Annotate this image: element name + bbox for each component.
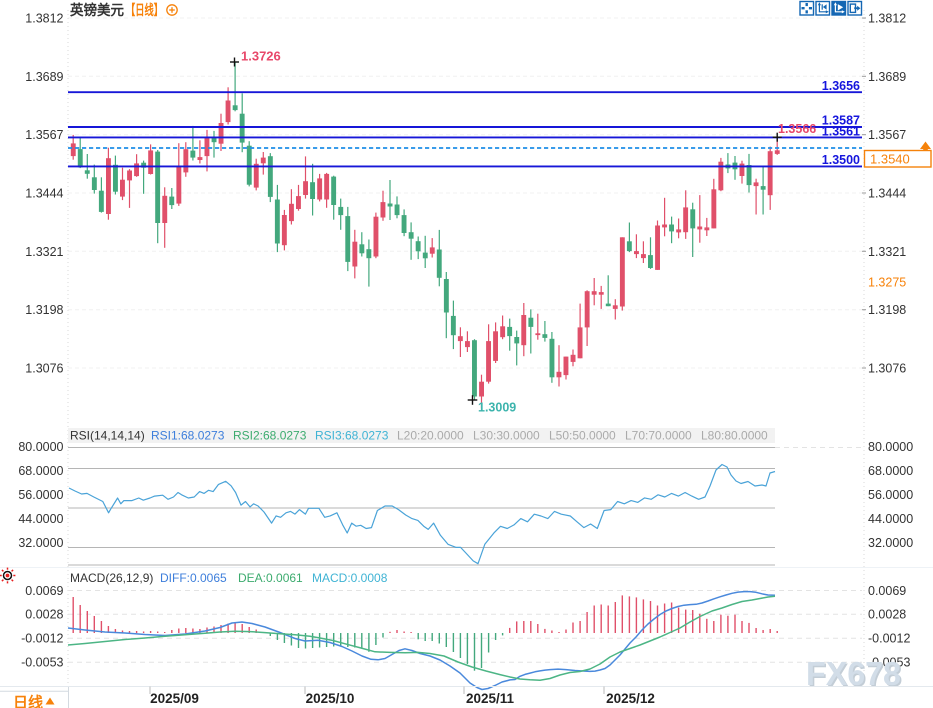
svg-text:2025/09: 2025/09 [150,691,199,706]
svg-text:RSI2:68.0273: RSI2:68.0273 [233,429,307,443]
svg-text:80.0000: 80.0000 [868,440,913,454]
svg-text:0.0028: 0.0028 [25,608,63,622]
svg-text:1.3561: 1.3561 [822,125,860,139]
svg-text:DEA:0.0061: DEA:0.0061 [238,571,303,585]
svg-text:RSI3:68.0273: RSI3:68.0273 [315,429,389,443]
svg-text:-0.0012: -0.0012 [868,632,910,646]
svg-text:44.0000: 44.0000 [868,512,913,526]
svg-text:1.3567: 1.3567 [868,128,906,142]
svg-text:1.3689: 1.3689 [868,70,906,84]
svg-text:1.3076: 1.3076 [25,362,63,376]
svg-text:1.3321: 1.3321 [868,245,906,259]
svg-text:0.0069: 0.0069 [25,584,63,598]
svg-text:1.3587: 1.3587 [822,114,860,128]
svg-text:1.3812: 1.3812 [868,12,906,26]
svg-text:32.0000: 32.0000 [18,536,63,550]
svg-text:L80:80.0000: L80:80.0000 [701,429,768,443]
svg-text:FX678: FX678 [808,657,903,694]
svg-text:L50:50.0000: L50:50.0000 [549,429,616,443]
svg-text:DIFF:0.0065: DIFF:0.0065 [160,571,227,585]
svg-text:1.3076: 1.3076 [868,362,906,376]
svg-text:1.3321: 1.3321 [25,245,63,259]
svg-text:0.0069: 0.0069 [868,584,906,598]
svg-text:2025/12: 2025/12 [606,691,655,706]
svg-text:-0.0012: -0.0012 [21,632,63,646]
svg-text:L70:70.0000: L70:70.0000 [625,429,692,443]
svg-text:日线: 日线 [13,694,43,708]
svg-text:1.3009: 1.3009 [478,401,516,415]
svg-text:FX678: FX678 [806,655,901,692]
svg-text:英镑美元: 英镑美元 [69,2,124,18]
svg-text:68.0000: 68.0000 [18,464,63,478]
svg-text:80.0000: 80.0000 [18,440,63,454]
svg-text:【日线】: 【日线】 [126,2,163,18]
svg-text:1.3540: 1.3540 [870,152,910,167]
svg-text:1.3275: 1.3275 [868,276,906,290]
svg-text:1.3726: 1.3726 [241,49,281,64]
svg-text:RSI(14,14,14): RSI(14,14,14) [70,429,145,443]
svg-text:56.0000: 56.0000 [18,488,63,502]
svg-text:MACD:0.0008: MACD:0.0008 [312,571,388,585]
svg-text:1.3500: 1.3500 [822,153,860,167]
svg-text:L30:30.0000: L30:30.0000 [473,429,540,443]
svg-text:-0.0053: -0.0053 [868,656,910,670]
svg-text:RSI1:68.0273: RSI1:68.0273 [151,429,225,443]
svg-text:68.0000: 68.0000 [868,464,913,478]
svg-text:1.3444: 1.3444 [25,187,63,201]
svg-text:32.0000: 32.0000 [868,536,913,550]
svg-text:1.3567: 1.3567 [25,128,63,142]
svg-text:L20:20.0000: L20:20.0000 [397,429,464,443]
svg-text:0.0028: 0.0028 [868,608,906,622]
svg-text:1.3656: 1.3656 [822,79,860,93]
svg-text:-0.0053: -0.0053 [21,656,63,670]
svg-text:2025/11: 2025/11 [466,691,515,706]
svg-text:1.3812: 1.3812 [25,12,63,26]
svg-text:1.3566: 1.3566 [778,122,816,136]
svg-text:1.3198: 1.3198 [25,303,63,317]
svg-text:MACD(26,12,9): MACD(26,12,9) [70,571,153,585]
svg-text:2025/10: 2025/10 [306,691,355,706]
svg-text:1.3198: 1.3198 [868,303,906,317]
svg-text:1.3444: 1.3444 [868,187,906,201]
svg-text:1.3689: 1.3689 [25,70,63,84]
svg-text:56.0000: 56.0000 [868,488,913,502]
svg-text:44.0000: 44.0000 [18,512,63,526]
